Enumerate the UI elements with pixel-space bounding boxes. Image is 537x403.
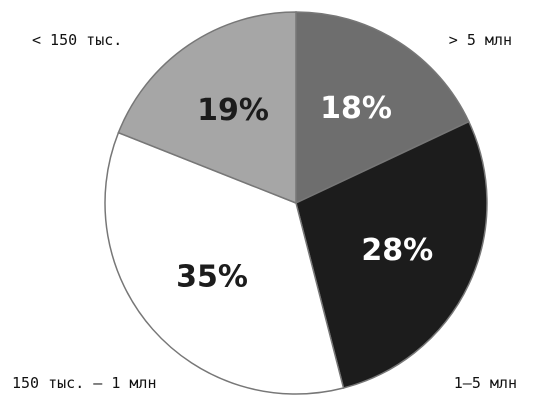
pie-value-label: 19% [197,93,269,128]
pie-value-label: 35% [176,260,248,295]
pie-value-label: 28% [361,233,433,268]
pie-value-label: 18% [320,91,392,126]
pie-slice-150k-1m [104,131,345,395]
pie-slices [104,11,488,395]
pie-value-labels: 18% 28% 35% 19% [176,91,433,295]
category-label-over-5m: > 5 млн [448,31,512,49]
category-label-under-150k: < 150 тыс. [32,31,123,49]
pie-slice-over-5m [295,11,470,205]
category-label-1-5m: 1–5 млн [453,374,517,392]
pie-slice-under-150k [117,11,297,205]
pie-slice-1-5m [295,120,488,389]
category-label-150k-1m: 150 тыс. – 1 млн [12,374,157,392]
